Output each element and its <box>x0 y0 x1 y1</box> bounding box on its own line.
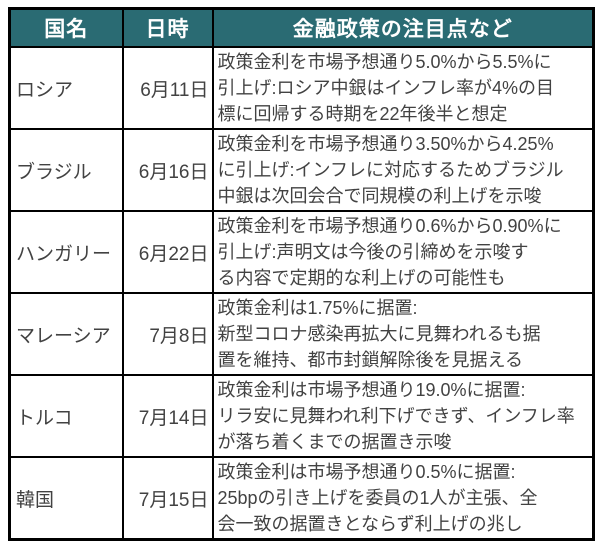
table-row-brazil: ブラジル 6月16日 政策金利を市場予想通り3.50%から4.25% に引上げ:… <box>8 128 595 212</box>
header-notes: 金融政策の注目点など <box>211 7 595 48</box>
country-cell: マレーシア <box>8 292 124 376</box>
header-date: 日時 <box>121 7 214 48</box>
country-cell: ハンガリー <box>8 210 124 294</box>
date-cell: 6月16日 <box>121 128 214 212</box>
note-cell: 政策金利を市場予想通り5.0%から5.5%に 引上げ:ロシア中銀はインフレ率が4… <box>211 46 595 130</box>
country-cell: トルコ <box>8 374 124 458</box>
note-cell: 政策金利は1.75%に据置: 新型コロナ感染再拡大に見舞われるも据 置を維持、都… <box>211 292 595 376</box>
country-cell: ブラジル <box>8 128 124 212</box>
policy-table: 国名 日時 金融政策の注目点など ロシア 6月11日 政策金利を市場予想通り5.… <box>8 7 595 541</box>
note-cell: 政策金利を市場予想通り0.6%から0.90%に 引上げ:声明文は今後の引締めを示… <box>211 210 595 294</box>
table-row-hungary: ハンガリー 6月22日 政策金利を市場予想通り0.6%から0.90%に 引上げ:… <box>8 210 595 294</box>
note-cell: 政策金利は市場予想通り19.0%に据置: リラ安に見舞われ利下げできず、インフレ… <box>211 374 595 458</box>
country-cell: ロシア <box>8 46 124 130</box>
date-cell: 7月14日 <box>121 374 214 458</box>
header-country: 国名 <box>8 7 124 48</box>
table-row-malaysia: マレーシア 7月8日 政策金利は1.75%に据置: 新型コロナ感染再拡大に見舞わ… <box>8 292 595 376</box>
date-cell: 6月22日 <box>121 210 214 294</box>
note-cell: 政策金利は市場予想通り0.5%に据置: 25bpの引き上げを委員の1人が主張、全… <box>211 456 595 541</box>
date-cell: 6月11日 <box>121 46 214 130</box>
header-row: 国名 日時 金融政策の注目点など <box>8 7 595 48</box>
table-row-turkey: トルコ 7月14日 政策金利は市場予想通り19.0%に据置: リラ安に見舞われ利… <box>8 374 595 458</box>
table-row-korea: 韓国 7月15日 政策金利は市場予想通り0.5%に据置: 25bpの引き上げを委… <box>8 456 595 541</box>
country-cell: 韓国 <box>8 456 124 541</box>
note-cell: 政策金利を市場予想通り3.50%から4.25% に引上げ:インフレに対応するため… <box>211 128 595 212</box>
date-cell: 7月15日 <box>121 456 214 541</box>
table-row-russia: ロシア 6月11日 政策金利を市場予想通り5.0%から5.5%に 引上げ:ロシア… <box>8 46 595 130</box>
date-cell: 7月8日 <box>121 292 214 376</box>
